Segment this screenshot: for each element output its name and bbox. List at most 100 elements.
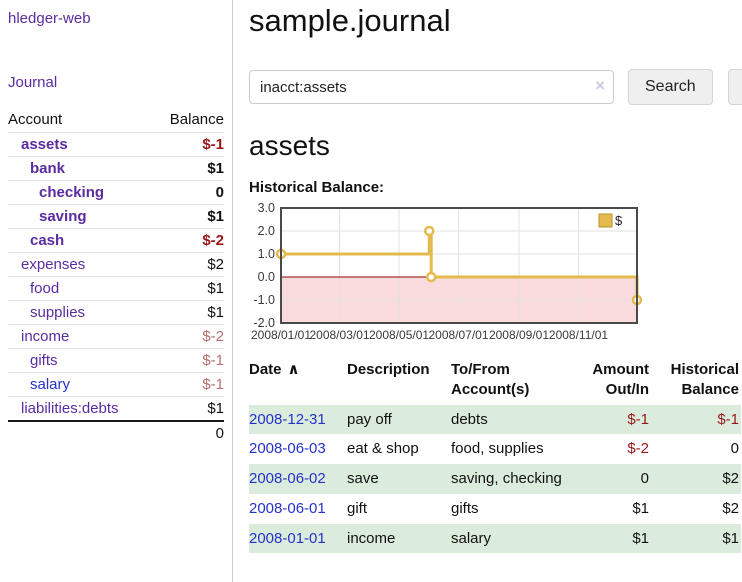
register-header-date[interactable]: Date ∧ <box>249 361 300 378</box>
register-row: 2008-06-01 gift gifts $1 $2 <box>249 494 741 524</box>
account-balance: $-1 <box>152 132 224 157</box>
account-link-salary[interactable]: salary <box>30 376 71 393</box>
account-row: checking 0 <box>8 180 224 205</box>
transaction-description: save <box>347 470 379 487</box>
svg-text:2008/03/01: 2008/03/01 <box>309 328 369 342</box>
register-table: Date ∧ Description To/From Account(s) Amount… <box>249 356 741 554</box>
account-balance: $1 <box>152 300 224 325</box>
transaction-amount: $1 <box>632 529 649 547</box>
account-balance: 0 <box>152 180 224 205</box>
svg-text:2008/07/01: 2008/07/01 <box>428 328 488 342</box>
transaction-date-link[interactable]: 2008-06-02 <box>249 470 326 487</box>
svg-text:-1.0: -1.0 <box>253 293 275 307</box>
accounts-total-row: 0 <box>8 420 224 445</box>
transaction-balance: 0 <box>730 440 739 458</box>
transaction-date-link[interactable]: 2008-12-31 <box>249 410 326 428</box>
svg-text:2008/05/01: 2008/05/01 <box>369 328 429 342</box>
register-row: 2008-06-02 save saving, checking 0 $2 <box>249 464 741 494</box>
transaction-amount: $1 <box>632 499 649 517</box>
account-row: liabilities:debts $1 <box>8 396 224 421</box>
account-link-income[interactable]: income <box>21 328 70 345</box>
account-balance: $2 <box>152 252 224 277</box>
nav-journal-link[interactable]: Journal <box>8 74 58 91</box>
account-balance: $1 <box>152 276 224 301</box>
clear-search-icon[interactable]: × <box>595 76 605 95</box>
page-title: sample.journal <box>249 3 451 38</box>
sort-ascending-icon: ∧ <box>287 361 300 378</box>
account-heading: assets <box>249 130 330 161</box>
brand-link[interactable]: hledger-web <box>8 10 91 27</box>
account-balance: $1 <box>152 204 224 229</box>
register-header-row: Date ∧ Description To/From Account(s) Amount… <box>249 356 741 405</box>
accounts-table: Account Balance assets $-1 bank $1 checking 0… <box>8 108 224 445</box>
transaction-amount: $-1 <box>627 410 649 428</box>
svg-text:0.0: 0.0 <box>258 270 275 284</box>
account-row: cash $-2 <box>8 228 224 253</box>
transaction-balance: $1 <box>722 529 739 547</box>
account-row: gifts $-1 <box>8 348 224 373</box>
svg-text:-2.0: -2.0 <box>253 316 275 330</box>
transaction-balance: $-1 <box>717 410 739 428</box>
account-row: salary $-1 <box>8 372 224 397</box>
accounts-total-spacer <box>8 420 153 445</box>
search-button[interactable]: Search <box>628 69 713 105</box>
register-header-to-from-account-s-[interactable]: To/From Account(s) <box>451 361 530 399</box>
transaction-date-link[interactable]: 2008-06-03 <box>249 440 326 458</box>
account-row: food $1 <box>8 276 224 301</box>
account-row: saving $1 <box>8 204 224 229</box>
register-row: 2008-01-01 income salary $1 $1 <box>249 523 741 554</box>
svg-text:2008/01/01: 2008/01/01 <box>251 328 311 342</box>
transaction-date-link[interactable]: 2008-01-01 <box>249 529 326 547</box>
register-header-description[interactable]: Description <box>347 361 430 378</box>
accounts-header-balance: Balance <box>169 111 224 128</box>
account-balance: $-1 <box>152 348 224 373</box>
transaction-accounts: food, supplies <box>451 440 544 458</box>
historical-balance-chart: $3.0 2.0 1.0 0.0 -1.0 -2.0 2008/01/01 2008/03/0… <box>249 202 742 346</box>
svg-text:$: $ <box>615 213 623 228</box>
account-row: assets $-1 <box>8 132 224 157</box>
svg-text:2.0: 2.0 <box>258 224 275 238</box>
account-link-bank[interactable]: bank <box>30 160 66 177</box>
register-header-historical-balance[interactable]: Historical Balance <box>670 361 739 399</box>
search-input[interactable] <box>249 70 614 104</box>
account-row: supplies $1 <box>8 300 224 325</box>
account-row: bank $1 <box>8 156 224 181</box>
transaction-description: pay off <box>347 410 392 428</box>
account-link-liabilities-debts[interactable]: liabilities:debts <box>21 400 119 417</box>
svg-text:2008/11/01: 2008/11/01 <box>549 328 608 342</box>
transaction-date-link[interactable]: 2008-06-01 <box>249 499 326 517</box>
transaction-description: eat & shop <box>347 440 419 458</box>
search-form: × Search ? <box>249 69 742 105</box>
register-row: 2008-06-03 eat & shop food, supplies $-2 0 <box>249 434 741 464</box>
main-content: sample.journal × Search ? assets Histori… <box>233 0 742 582</box>
sidebar: hledger-web Journal Account Balance asse… <box>0 0 233 582</box>
account-balance: $1 <box>152 396 224 421</box>
svg-text:3.0: 3.0 <box>258 202 275 215</box>
transaction-accounts: debts <box>451 410 488 428</box>
account-link-checking[interactable]: checking <box>39 184 105 201</box>
transaction-accounts: salary <box>451 529 492 547</box>
help-button[interactable]: ? <box>727 69 742 105</box>
transaction-accounts: saving, checking <box>451 470 562 487</box>
account-link-gifts[interactable]: gifts <box>30 352 58 369</box>
account-link-expenses[interactable]: expenses <box>21 256 86 273</box>
transaction-balance: $2 <box>722 470 739 487</box>
account-link-assets[interactable]: assets <box>21 136 68 153</box>
account-link-food[interactable]: food <box>30 280 60 297</box>
register-header-amount-out-in[interactable]: Amount Out/In <box>592 361 649 399</box>
account-link-supplies[interactable]: supplies <box>30 304 86 321</box>
account-link-saving[interactable]: saving <box>39 208 87 225</box>
accounts-header-row: Account Balance <box>8 108 224 133</box>
transaction-description: income <box>347 529 396 547</box>
account-link-cash[interactable]: cash <box>30 232 65 249</box>
account-row: income $-2 <box>8 324 224 349</box>
account-balance: $-1 <box>152 372 224 397</box>
accounts-header-account: Account <box>8 111 63 128</box>
account-row: expenses $2 <box>8 252 224 277</box>
transaction-description: gift <box>347 499 368 517</box>
transaction-accounts: gifts <box>451 499 479 517</box>
account-balance: $-2 <box>152 228 224 253</box>
svg-text:1.0: 1.0 <box>258 247 275 261</box>
transaction-amount: $-2 <box>627 440 649 458</box>
